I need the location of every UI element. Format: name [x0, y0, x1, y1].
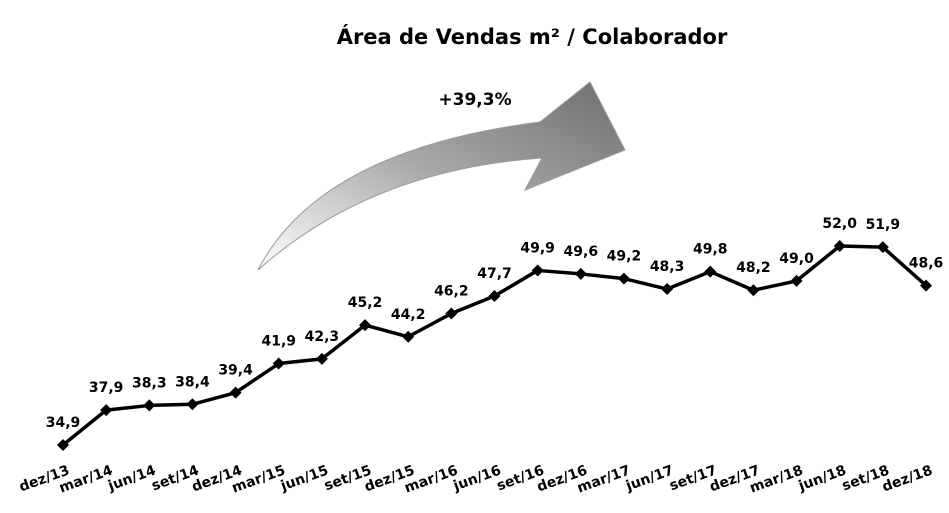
value-label: 38,4 [175, 374, 210, 390]
annotation: +39,3% [438, 90, 511, 110]
value-label: 45,2 [348, 295, 383, 311]
value-label: 48,6 [909, 256, 944, 272]
value-label: 34,9 [46, 415, 81, 431]
marker [876, 241, 889, 254]
marker [186, 398, 199, 411]
value-label: 37,9 [89, 380, 124, 396]
value-label: 44,2 [391, 307, 426, 323]
value-label: 47,7 [477, 266, 512, 282]
value-label: 49,2 [607, 249, 642, 265]
marker [143, 399, 156, 412]
marker [920, 279, 932, 292]
marker [402, 330, 415, 343]
marker [359, 319, 372, 332]
marker [531, 264, 544, 277]
marker [747, 284, 760, 297]
marker [57, 439, 69, 451]
value-label: 39,4 [218, 363, 253, 379]
value-label: 49,6 [564, 244, 599, 260]
value-label: 46,2 [434, 283, 469, 299]
value-label: 48,2 [736, 260, 771, 276]
value-label: 51,9 [866, 217, 901, 233]
x-tick-label: dez/18 [880, 462, 935, 495]
value-label: 41,9 [261, 334, 296, 350]
value-label: 49,8 [693, 242, 728, 258]
marker [790, 274, 803, 287]
value-label: 52,0 [822, 216, 857, 232]
marker [488, 290, 501, 303]
value-label: 42,3 [305, 329, 340, 345]
marker [445, 307, 458, 320]
marker [833, 240, 846, 252]
marker [661, 283, 674, 296]
value-label: 49,9 [520, 240, 555, 256]
marker [229, 386, 242, 399]
marker [315, 352, 328, 365]
marker [574, 267, 587, 280]
marker [100, 404, 113, 417]
marker [617, 272, 630, 285]
growth-arrow [257, 81, 626, 271]
chart-title: Área de Vendas m² / Colaborador [337, 24, 728, 49]
value-label: 38,3 [132, 375, 167, 391]
marker [704, 265, 717, 278]
value-label: 48,3 [650, 259, 685, 275]
marker [272, 357, 285, 370]
value-label: 49,0 [779, 251, 814, 267]
